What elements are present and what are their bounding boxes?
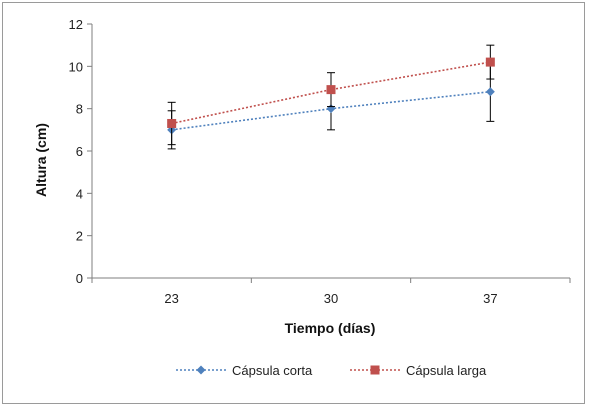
y-tick-label: 4 <box>76 186 83 201</box>
y-tick-label: 0 <box>76 271 83 286</box>
x-tick-label: 30 <box>324 291 338 306</box>
data-point <box>485 57 495 67</box>
legend-label: Cápsula corta <box>232 363 313 378</box>
axes <box>91 24 570 279</box>
legend: Cápsula corta Cápsula larga <box>176 363 487 378</box>
x-ticks: 23 30 37 <box>91 278 571 306</box>
legend-marker <box>196 365 206 375</box>
data-point <box>485 87 495 97</box>
series-2 <box>167 44 495 146</box>
legend-marker <box>370 365 380 375</box>
y-tick-label: 8 <box>76 102 83 117</box>
x-tick-label: 37 <box>483 291 497 306</box>
y-axis-title: Altura (cm) <box>33 123 49 197</box>
y-tick-label: 6 <box>76 144 83 159</box>
x-tick-label: 23 <box>164 291 178 306</box>
y-tick-label: 12 <box>69 17 83 32</box>
data-point <box>167 118 177 128</box>
legend-label: Cápsula larga <box>406 363 487 378</box>
y-ticks: 0 2 4 6 8 10 12 <box>69 17 92 286</box>
chart-frame <box>2 2 585 404</box>
series-layer <box>167 44 495 150</box>
y-tick-label: 2 <box>76 229 83 244</box>
y-tick-label: 10 <box>69 59 83 74</box>
data-point <box>326 85 336 95</box>
x-axis-title: Tiempo (días) <box>285 320 376 336</box>
